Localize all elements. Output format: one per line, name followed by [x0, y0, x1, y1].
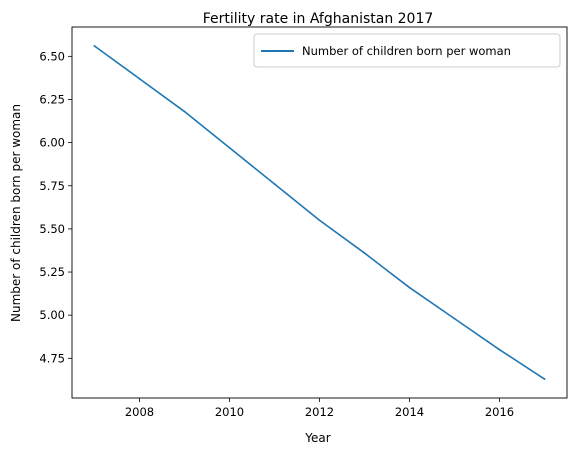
- x-axis: 2008 2010 2012 2014 2016: [125, 398, 514, 419]
- data-point: [453, 317, 456, 320]
- data-point: [318, 219, 321, 222]
- data-point: [408, 286, 411, 289]
- x-tick-label: 2014: [395, 405, 424, 419]
- data-point: [498, 348, 501, 351]
- data-point: [273, 183, 276, 185]
- legend-box: [253, 33, 561, 68]
- chart-title: Fertility rate in Afghanistan 2017: [203, 11, 434, 27]
- data-point: [363, 252, 366, 254]
- y-tick-label: 5.50: [39, 222, 65, 236]
- y-tick-label: 6.00: [39, 136, 65, 150]
- plot-frame: [71, 26, 568, 399]
- x-tick-label: 2008: [125, 405, 154, 419]
- legend: Number of children born per woman: [253, 33, 561, 68]
- y-tick-label: 5.75: [39, 179, 65, 193]
- x-tick-label: 2010: [215, 405, 244, 419]
- y-axis-label: Number of children born per woman: [9, 104, 23, 322]
- y-tick-label: 5.25: [39, 265, 65, 279]
- data-point: [543, 378, 546, 380]
- data-point: [138, 77, 141, 80]
- x-axis-label: Year: [304, 431, 330, 445]
- y-tick-label: 6.50: [39, 49, 65, 63]
- data-point: [93, 45, 96, 47]
- y-axis: 4.75 5.00 5.25 5.50 5.75 6.00 6.25 6.50: [39, 49, 72, 365]
- legend-label: Number of children born per woman: [302, 44, 511, 58]
- y-tick-label: 5.00: [39, 308, 65, 322]
- plot-area: [71, 26, 568, 399]
- series-layer: [93, 45, 546, 380]
- y-tick-label: 6.25: [39, 92, 65, 106]
- x-tick-label: 2016: [485, 405, 514, 419]
- data-point: [228, 146, 231, 149]
- y-tick-label: 4.75: [39, 351, 65, 365]
- x-tick-label: 2012: [305, 405, 334, 419]
- data-point: [183, 110, 186, 113]
